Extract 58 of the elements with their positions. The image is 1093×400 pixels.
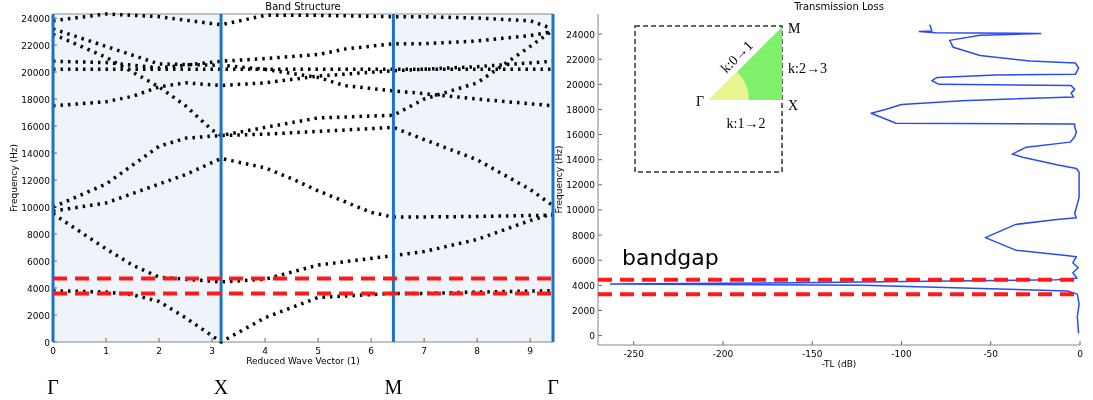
y-tick-label: 12000 bbox=[566, 180, 596, 191]
annotation: M bbox=[788, 21, 801, 36]
annotation: k:1→2 bbox=[726, 116, 766, 131]
y-tick-label: 16000 bbox=[566, 130, 596, 141]
y-tick-label: 4000 bbox=[27, 283, 51, 294]
y-tick-label: 14000 bbox=[566, 155, 596, 166]
y-tick-label: 24000 bbox=[21, 13, 51, 24]
y-axis-title: Frequency (Hz) bbox=[9, 144, 19, 212]
y-tick-label: 22000 bbox=[566, 54, 596, 65]
x-tick-label: 3 bbox=[209, 346, 215, 356]
y-tick-label: 10000 bbox=[566, 205, 596, 216]
x-tick-label: -50 bbox=[983, 349, 999, 359]
y-tick-label: 16000 bbox=[21, 121, 51, 132]
x-tick-label: -100 bbox=[891, 349, 912, 359]
y-tick-label: 6000 bbox=[27, 256, 51, 267]
y-tick-label: 18000 bbox=[21, 94, 51, 105]
y-tick-label: 18000 bbox=[566, 104, 596, 115]
y-axis-title: Frequency (Hz) bbox=[554, 145, 564, 214]
x-tick-label: -150 bbox=[802, 349, 823, 359]
y-tick-label: 4000 bbox=[572, 280, 596, 291]
line-series bbox=[609, 24, 1080, 334]
y-tick-label: 22000 bbox=[21, 40, 51, 51]
annotation: k:2→3 bbox=[788, 61, 827, 76]
annotation: Γ bbox=[695, 94, 704, 109]
x-tick-label: 2 bbox=[156, 346, 162, 356]
y-tick-label: 10000 bbox=[21, 202, 51, 213]
y-tick-label: 12000 bbox=[21, 175, 51, 186]
y-tick-label: 2000 bbox=[572, 305, 596, 316]
x-tick-label: -200 bbox=[712, 349, 734, 359]
y-tick-label: 8000 bbox=[572, 230, 596, 241]
y-tick-label: 14000 bbox=[21, 148, 51, 159]
y-tick-label: 8000 bbox=[27, 229, 51, 240]
x-tick-label: 6 bbox=[368, 346, 375, 356]
x-tick-label: -250 bbox=[623, 349, 645, 359]
y-tick-label: 20000 bbox=[21, 67, 51, 78]
y-tick-label: 6000 bbox=[572, 255, 596, 266]
y-tick-label: 0 bbox=[589, 331, 596, 342]
x-tick-label: 5 bbox=[315, 346, 321, 356]
ref-line-label: X bbox=[213, 376, 229, 398]
x-tick-label: 0 bbox=[1077, 349, 1084, 359]
y-tick-label: 20000 bbox=[566, 79, 596, 90]
ref-line-label: Γ bbox=[547, 376, 559, 398]
annotation: X bbox=[788, 98, 799, 113]
chart-title: Band Structure bbox=[265, 1, 341, 12]
ref-line-label: Γ bbox=[47, 376, 59, 398]
annotation: bandgap bbox=[622, 245, 719, 270]
y-tick-label: 24000 bbox=[566, 29, 596, 40]
y-tick-label: 2000 bbox=[27, 310, 51, 321]
y-tick-label: 0 bbox=[44, 337, 51, 348]
x-tick-label: 4 bbox=[262, 346, 269, 356]
x-tick-label: 9 bbox=[527, 346, 534, 356]
x-tick-label: 8 bbox=[474, 346, 481, 356]
x-tick-label: 1 bbox=[103, 346, 109, 356]
chart-title: Transmission Loss bbox=[793, 1, 884, 12]
ref-line-label: M bbox=[384, 376, 403, 398]
x-axis-title: -TL (dB) bbox=[821, 359, 857, 369]
x-tick-label: 7 bbox=[421, 346, 428, 356]
x-axis-title: Reduced Wave Vector (1) bbox=[246, 356, 360, 366]
